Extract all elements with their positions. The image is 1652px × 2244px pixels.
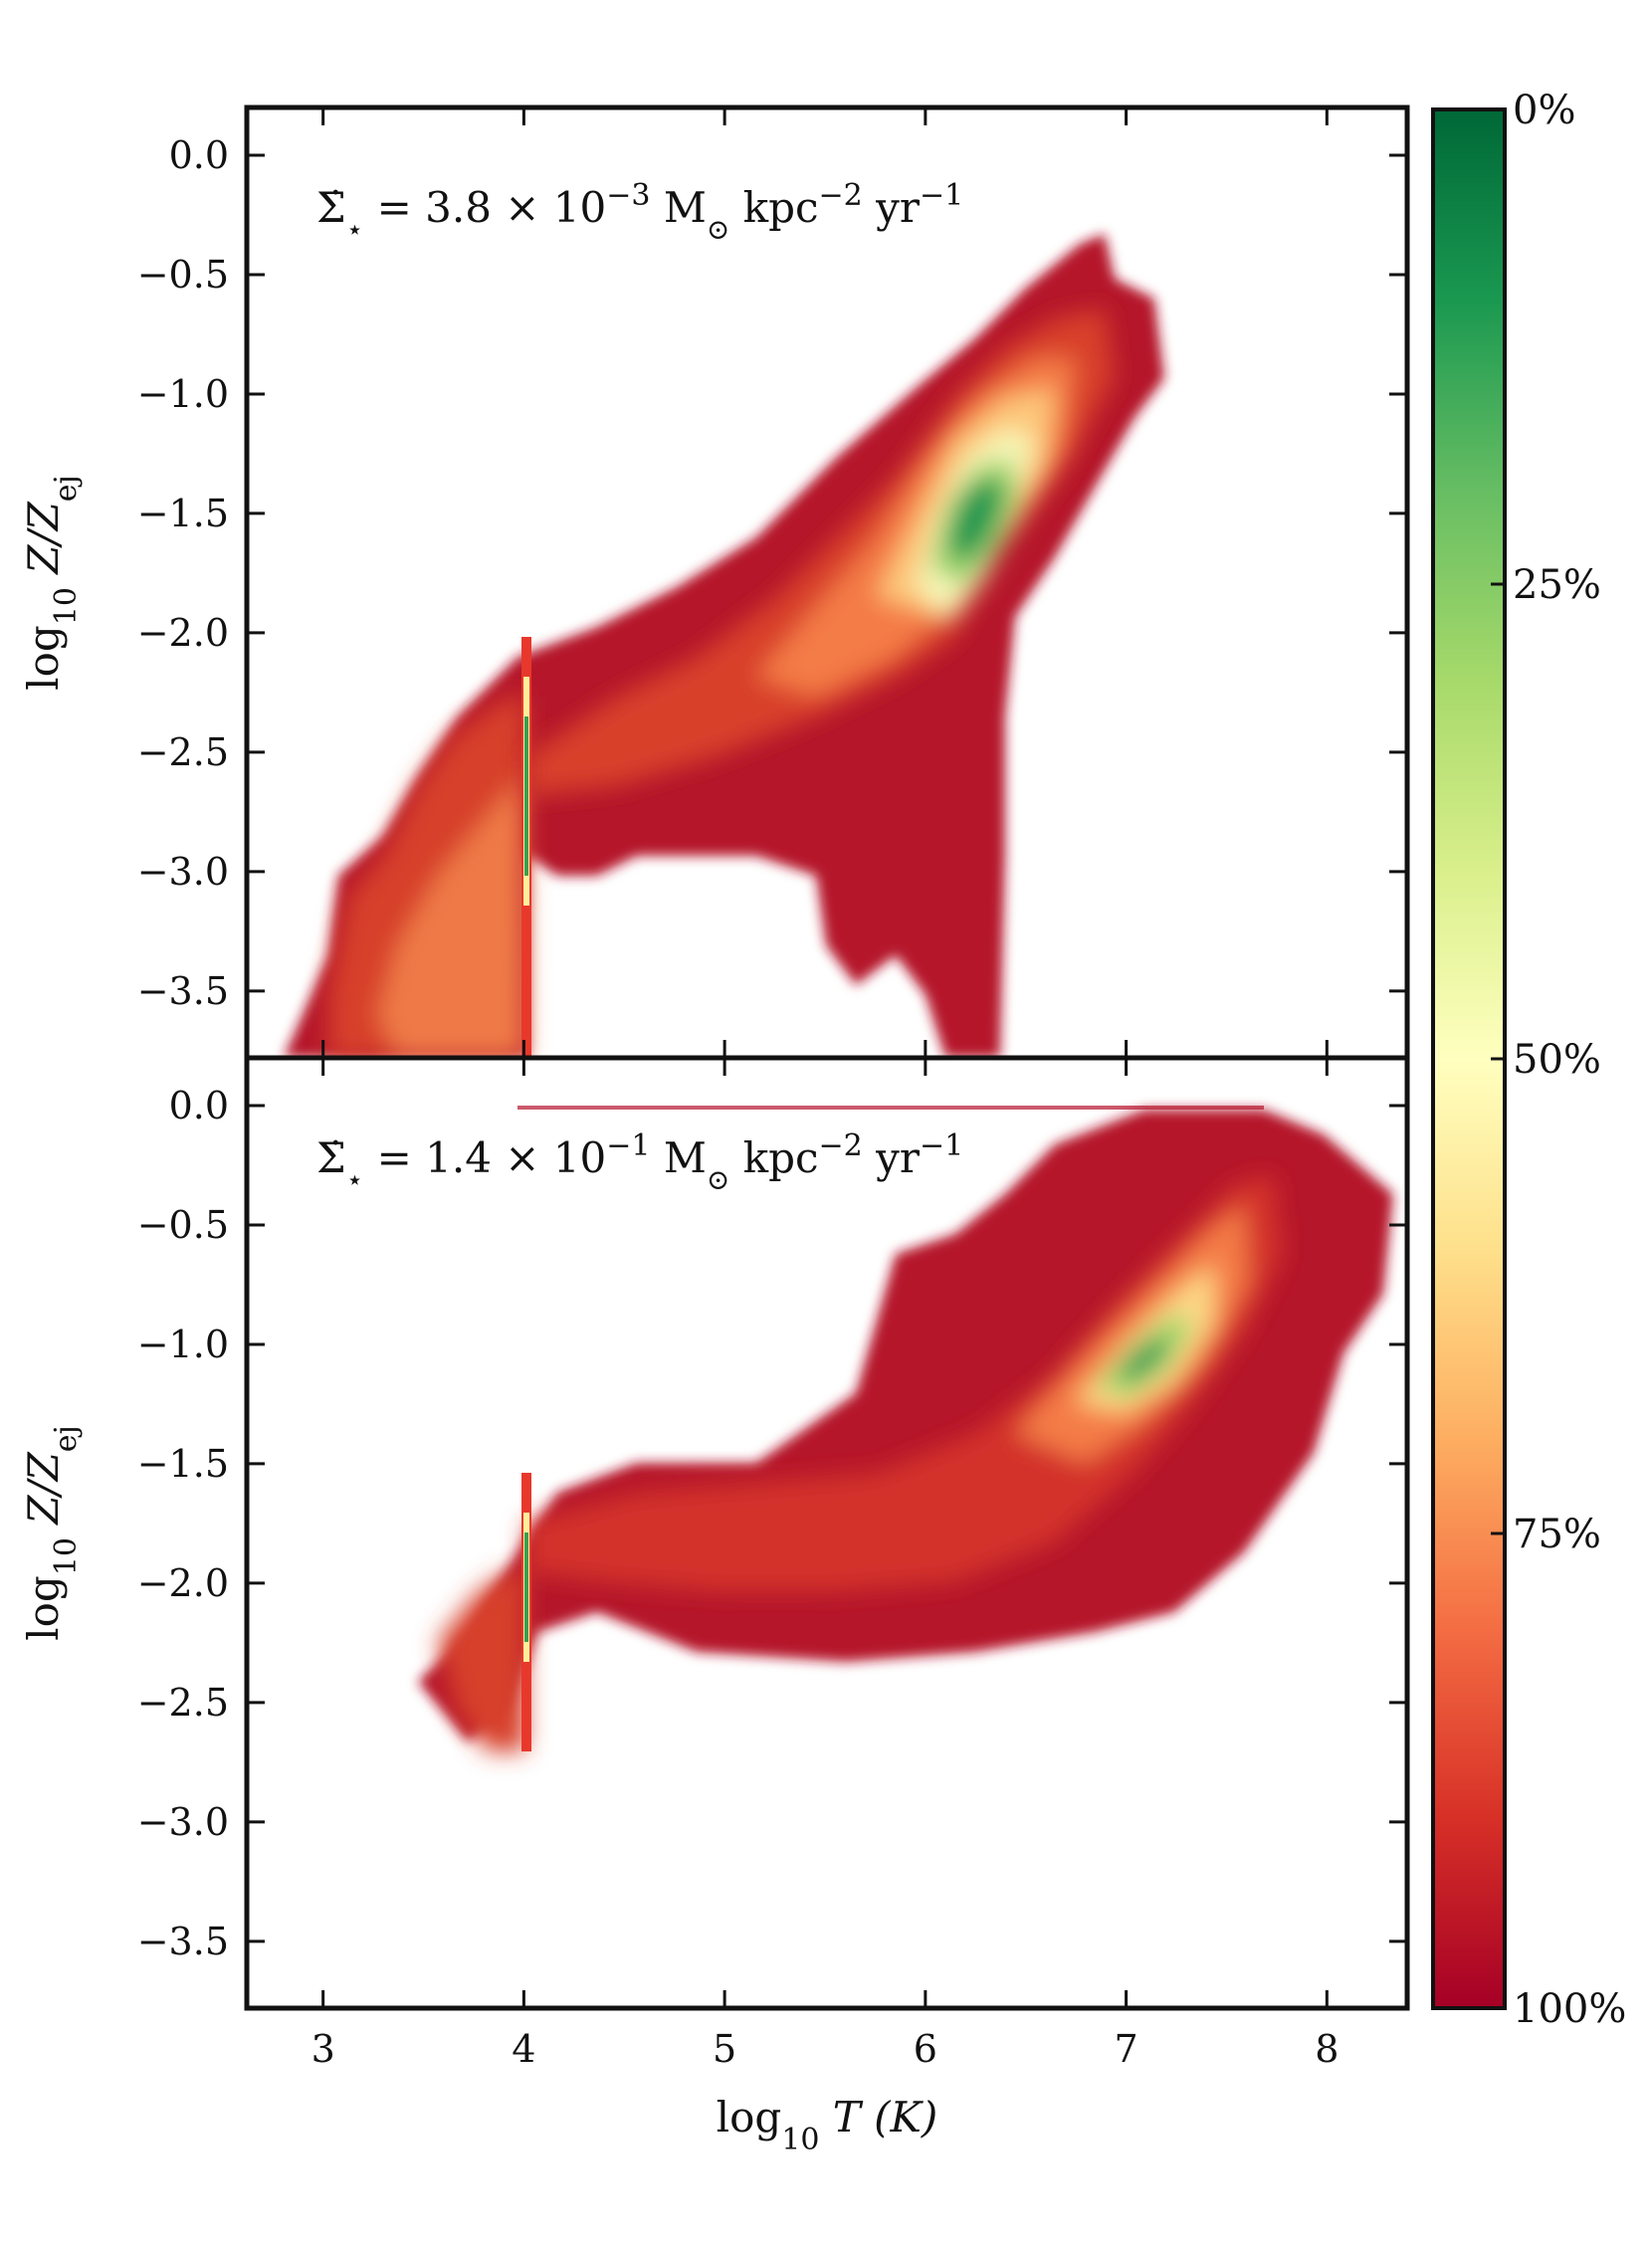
y-tick-label: −1.5 (137, 492, 229, 535)
x-tick-label: 4 (512, 2027, 535, 2071)
x-tick-label: 8 (1315, 2027, 1339, 2071)
colorbar-ticks: 0% 25% 50% 75% 100% (1491, 88, 1626, 2032)
y-tick-label: −1.5 (137, 1442, 229, 1486)
y-tick-label: −3.0 (137, 1800, 229, 1844)
panel-top: 0.0 −0.5 −1.0 −1.5 −2.0 −2.5 −3.0 −3.5 log10 Z/Z… (19, 104, 1410, 1061)
x-tick-label: 5 (713, 2027, 736, 2071)
colorbar-tick-label: 100% (1513, 1986, 1626, 2032)
colorbar-tick-label: 50% (1513, 1037, 1601, 1083)
x-axis-label: log10 T (K) (717, 2093, 938, 2157)
x-tick-label: 6 (914, 2027, 937, 2071)
panel-bottom: 0.0 −0.5 −1.0 −1.5 −2.0 −2.5 −3.0 −3.5 3 4 5 6 7 8 log… (19, 1055, 1410, 2071)
x-tick-label: 3 (311, 2027, 335, 2071)
y-tick-label: −3.5 (137, 969, 229, 1013)
y-tick-label: 0.0 (169, 1084, 229, 1127)
panel-annotation: Σ̇⋆ = 1.4 × 10−1 M⊙ kpc−2 yr−1 (316, 1128, 963, 1196)
colorbar-tick-label: 0% (1513, 88, 1575, 133)
y-tick-label: −2.0 (137, 1561, 229, 1605)
panel-annotation: Σ̇⋆ = 3.8 × 10−3 M⊙ kpc−2 yr−1 (316, 178, 963, 246)
y-tick-label: −1.0 (137, 1323, 229, 1366)
y-tick-label: −3.5 (137, 1920, 229, 1963)
y-tick-label: −0.5 (137, 1203, 229, 1247)
colorbar-gradient (1431, 107, 1507, 2010)
y-tick-label: −2.0 (137, 611, 229, 655)
top-panel-density (284, 234, 1164, 1058)
panel-frame (244, 1055, 1410, 2011)
y-tick-label: 0.0 (169, 133, 229, 177)
y-tick-label: −2.5 (137, 730, 229, 774)
colorbar-tick-label: 25% (1513, 562, 1601, 608)
colorbar-tick-label: 75% (1513, 1512, 1601, 1557)
y-axis-label: log10 Z/Zej (19, 475, 84, 691)
axes-layer: 0.0 −0.5 −1.0 −1.5 −2.0 −2.5 −3.0 −3.5 log10 Z/Z… (19, 104, 1410, 2157)
y-tick-label: −2.5 (137, 1681, 229, 1725)
colorbar: 0% 25% 50% 75% 100% (1431, 88, 1626, 2032)
y-tick-label: −0.5 (137, 253, 229, 297)
y-tick-label: −1.0 (137, 372, 229, 416)
bottom-panel-density (418, 1106, 1393, 1751)
x-tick-label: 7 (1114, 2027, 1137, 2071)
y-axis-label: log10 Z/Zej (19, 1425, 84, 1641)
y-tick-label: −3.0 (137, 850, 229, 894)
